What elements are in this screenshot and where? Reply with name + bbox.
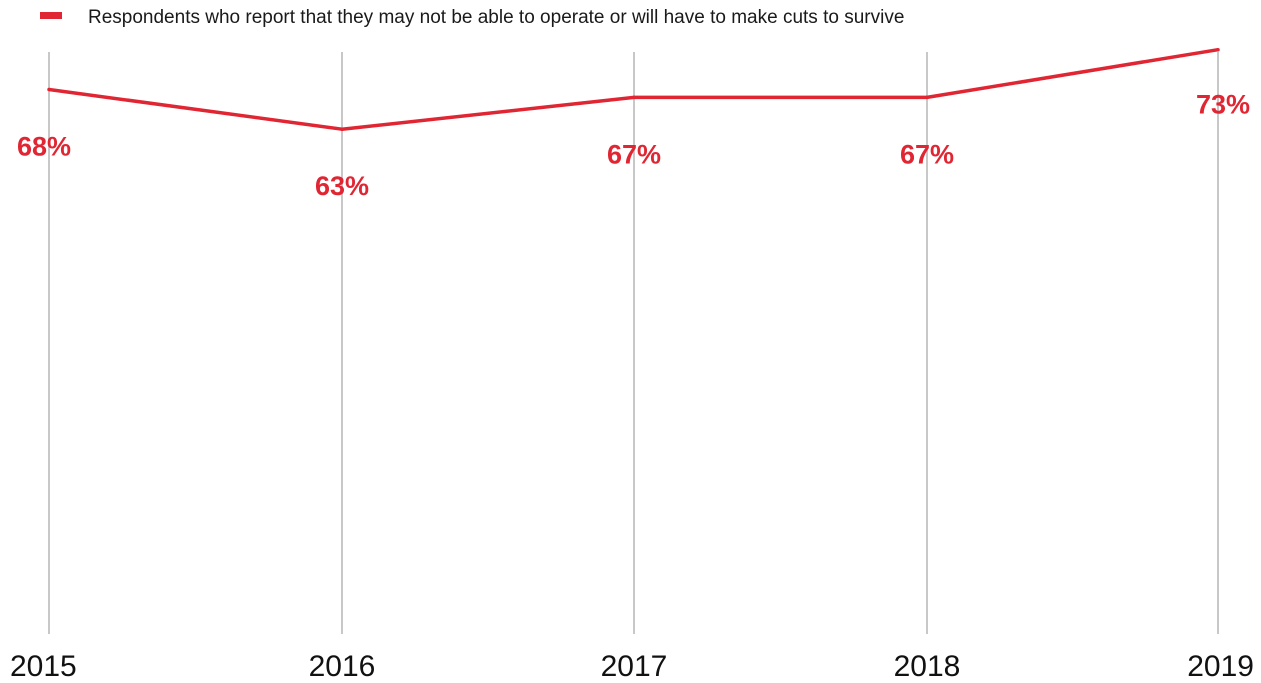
data-label-2015: 68%: [17, 132, 71, 162]
x-tick-label-2016: 2016: [309, 650, 376, 683]
data-point-2017: [632, 95, 636, 100]
x-tick-label-2019: 2019: [1187, 650, 1254, 683]
x-tick-label-2015: 2015: [10, 650, 77, 683]
data-label-2017: 67%: [607, 139, 661, 169]
legend-swatch: [40, 12, 62, 19]
data-label-2016: 63%: [315, 171, 369, 201]
x-axis-ticks: 2015 2016 2017 2018 2019: [10, 650, 1254, 683]
x-tick-label-2018: 2018: [894, 650, 961, 683]
data-label-2018: 67%: [900, 139, 954, 169]
series-lines: [47, 47, 1220, 131]
data-labels: 68% 63% 67% 67% 73%: [17, 90, 1250, 202]
legend-series-label: Respondents who report that they may not…: [88, 7, 904, 28]
data-point-2018: [925, 95, 929, 100]
gridlines: [48, 52, 1219, 634]
data-point-2015: [47, 87, 51, 92]
x-tick-label-2017: 2017: [601, 650, 668, 683]
data-point-2019: [1216, 47, 1220, 52]
data-label-2019: 73%: [1196, 90, 1250, 120]
legend: Respondents who report that they may not…: [40, 7, 904, 28]
data-point-2016: [340, 127, 344, 131]
